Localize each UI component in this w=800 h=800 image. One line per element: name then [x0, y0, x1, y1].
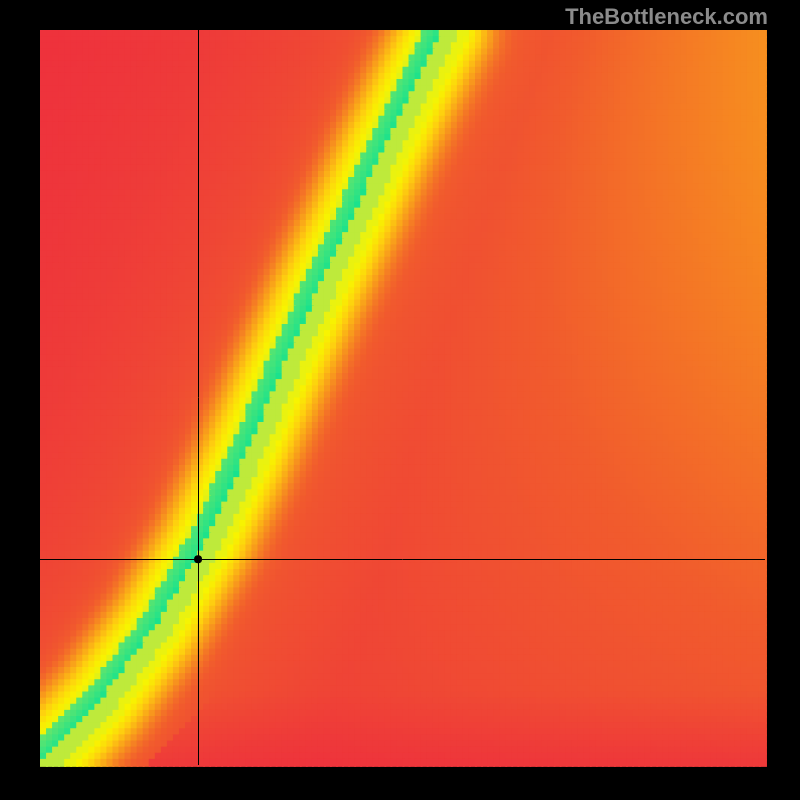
chart-container: TheBottleneck.com — [0, 0, 800, 800]
bottleneck-heatmap — [0, 0, 800, 800]
watermark-text: TheBottleneck.com — [565, 4, 768, 30]
